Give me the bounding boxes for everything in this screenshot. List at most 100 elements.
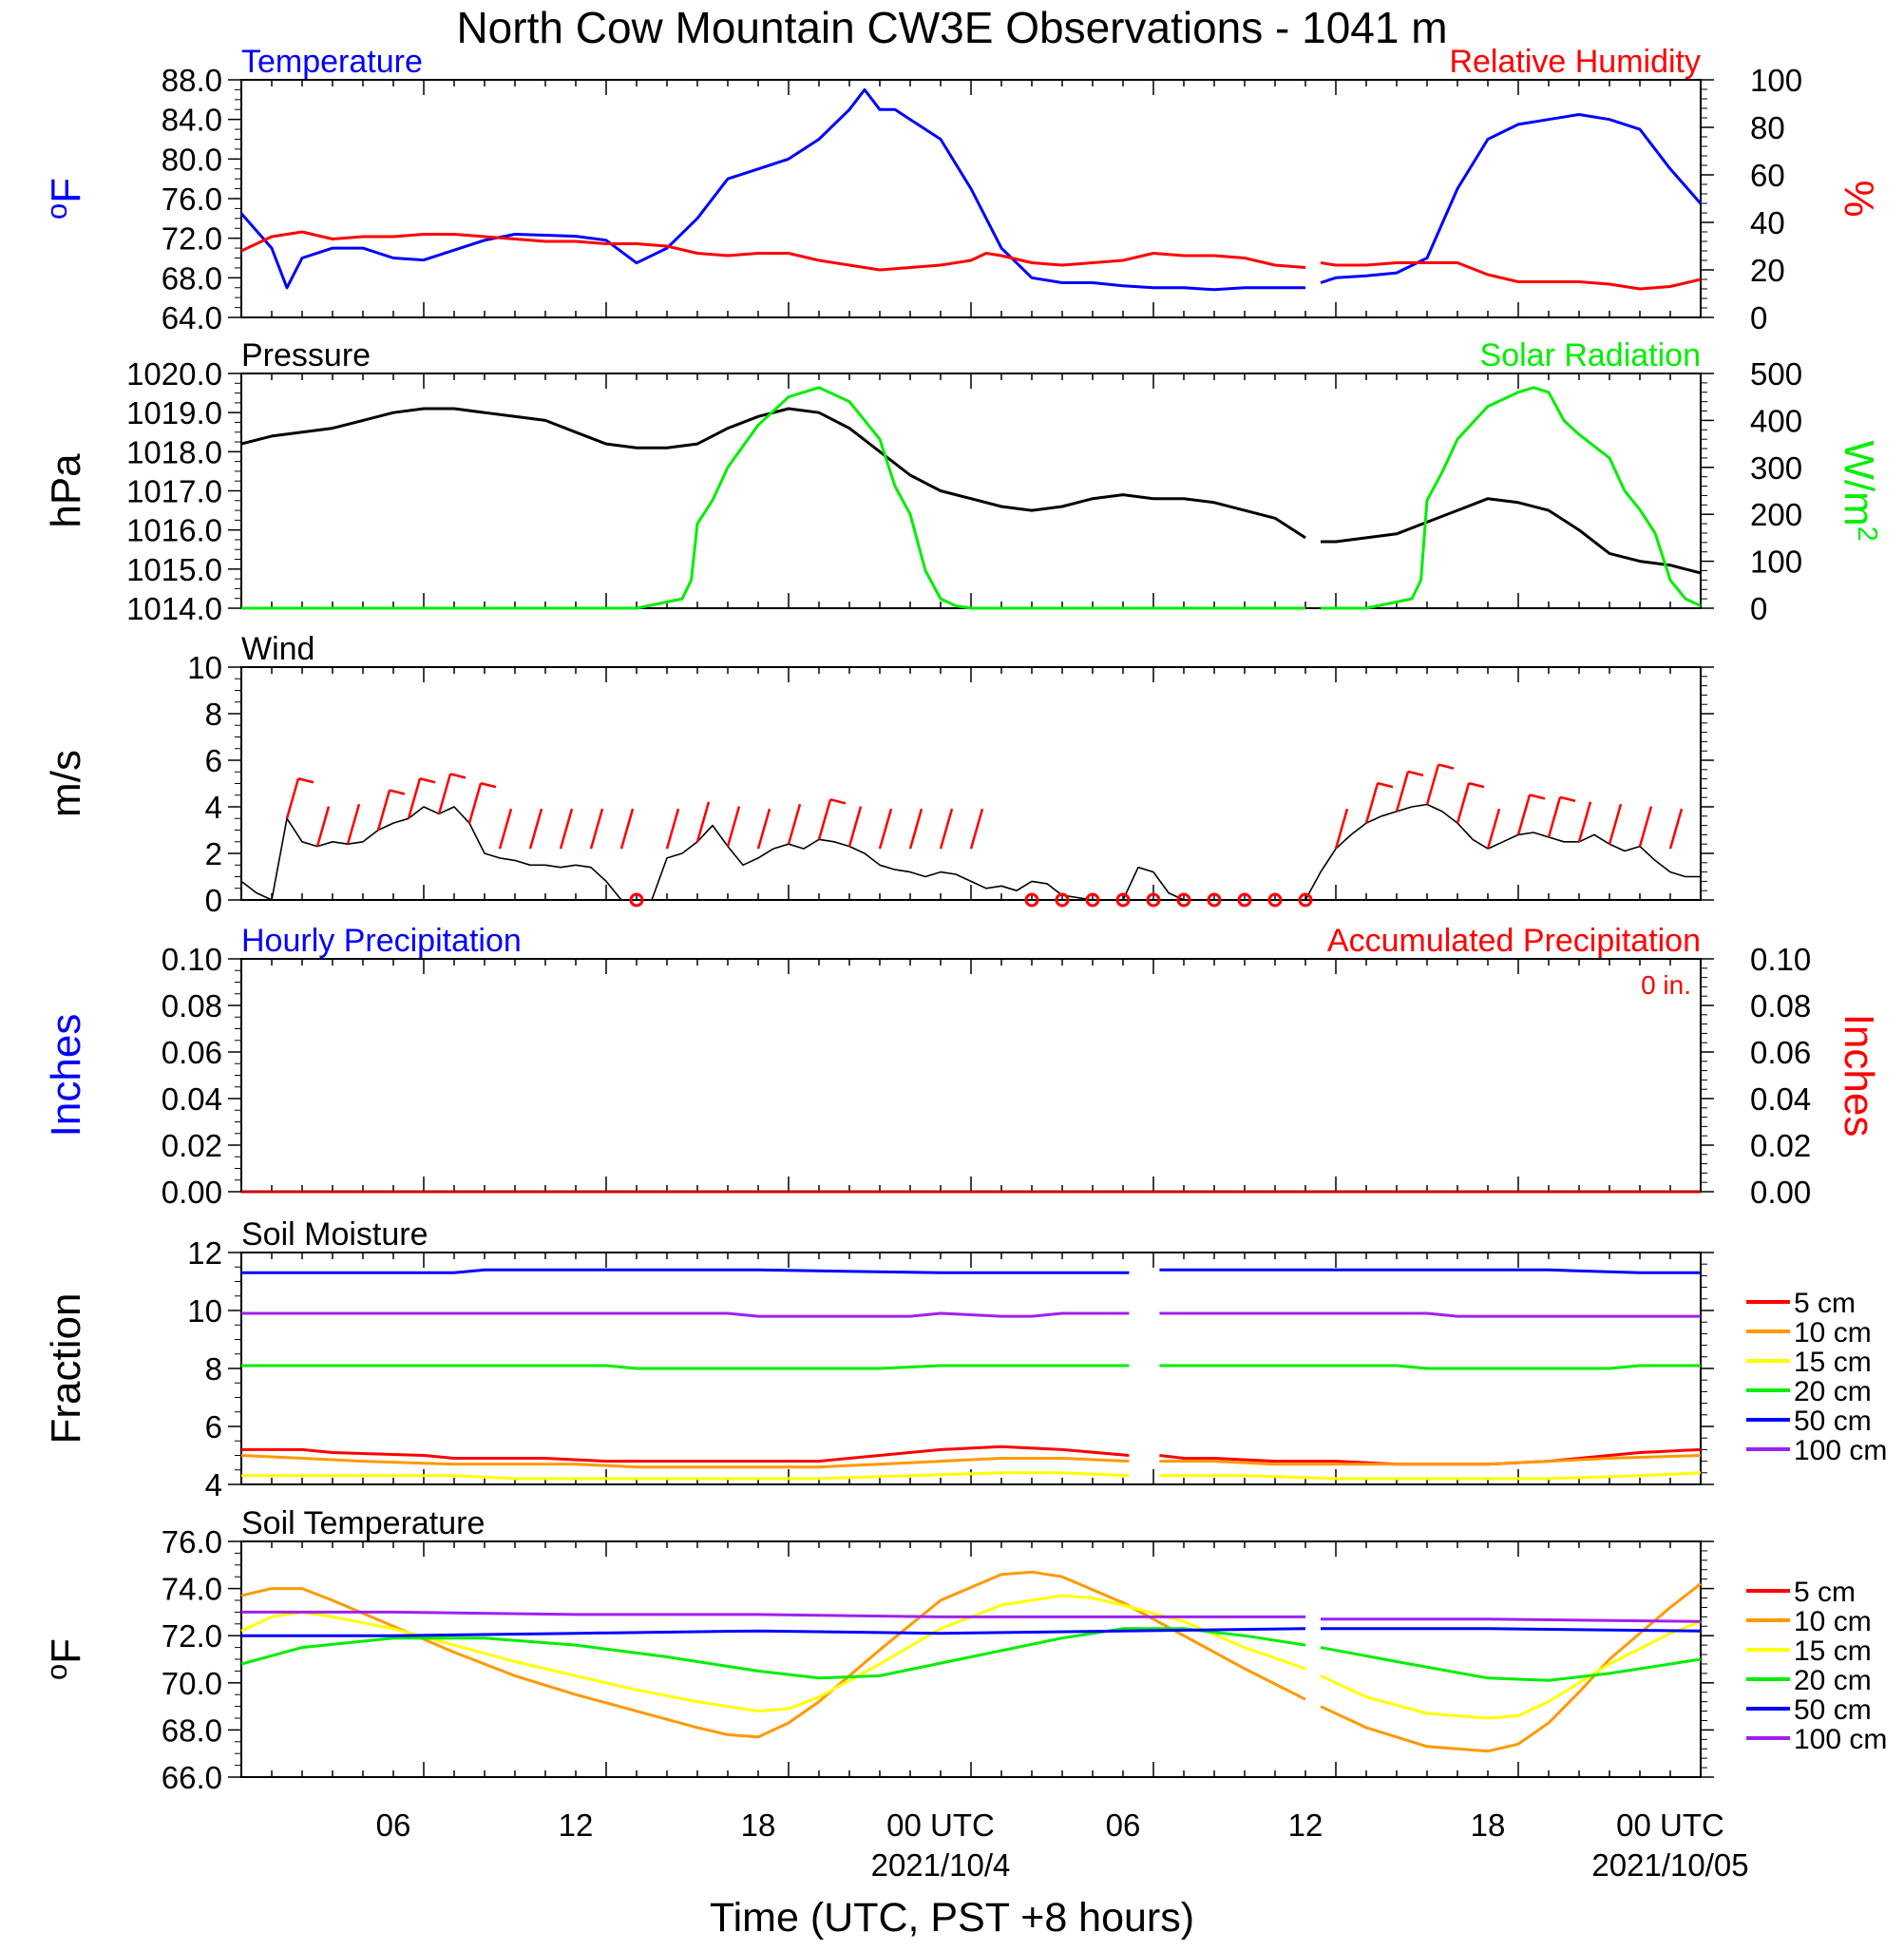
series-line [241, 1627, 1702, 1637]
x-tick-label: 12 [559, 1808, 594, 1843]
legend-label: 5 cm [1794, 1577, 1856, 1608]
wind-barb [695, 801, 711, 843]
wind-barb [1638, 806, 1653, 847]
y-tick-label: 12 [187, 1235, 222, 1271]
panel-annotation: 0 in. [1641, 970, 1691, 1000]
wind-barb [376, 790, 391, 831]
y-tick-label: 68.0 [162, 260, 222, 296]
y-tick-label-right: 20 [1750, 253, 1785, 288]
calm-marker [1055, 892, 1070, 908]
wind-barb [346, 803, 361, 845]
wind-barb-flag [829, 798, 847, 805]
panel-title-left: Temperature [241, 44, 423, 80]
series-line [239, 87, 1703, 292]
y-tick-label: 66.0 [162, 1760, 222, 1795]
x-date-label: 2021/10/05 [1591, 1847, 1748, 1883]
y-tick-label: 1019.0 [126, 395, 222, 430]
y-tick-label: 76.0 [162, 1524, 222, 1559]
y-tick-label: 1016.0 [126, 513, 222, 548]
y-tick-label: 76.0 [162, 182, 222, 217]
wind-barb [1395, 771, 1410, 813]
y-tick-label: 10 [187, 1293, 222, 1329]
wind-barb [1577, 801, 1592, 843]
x-tick-label: 18 [741, 1808, 776, 1843]
y-tick-label: 0.00 [162, 1175, 222, 1210]
calm-marker [1176, 892, 1191, 908]
calm-marker [1024, 892, 1039, 908]
x-tick-label: 18 [1471, 1808, 1506, 1843]
y-tick-label: 80.0 [162, 142, 222, 177]
panel-title-left: Pressure [241, 337, 371, 373]
panel-title-right: Accumulated Precipitation [1327, 923, 1701, 959]
legend-label: 5 cm [1794, 1288, 1856, 1319]
series-line [241, 1268, 1701, 1274]
panel-temperature-humidity: 88.0 84.0 80.0 76.0 72.068.0 64.0 100 80 60 40 20 0… [40, 44, 1882, 335]
wind-barb-flag [480, 781, 497, 789]
y-tick-label: 4 [205, 1467, 222, 1502]
series-line [240, 230, 1702, 291]
wind-barb [467, 782, 483, 824]
calm-marker [1237, 892, 1252, 908]
legend-label: 50 cm [1794, 1406, 1872, 1437]
y-tick-label: 2 [205, 836, 222, 871]
wind-barb-flag [449, 773, 466, 779]
calm-marker [1267, 892, 1283, 908]
y-tick-label-right: 300 [1750, 450, 1802, 486]
wind-barb [589, 808, 604, 850]
wind-barb [969, 808, 984, 850]
wind-barb-flag [1559, 795, 1576, 803]
y-tick-label-right: 100 [1750, 63, 1802, 98]
panel-title-right: Solar Radiation [1480, 337, 1701, 373]
panel-wind: 10 8 6 4 2 0 Wind m/s [43, 631, 1714, 918]
y-axis-title-left: oF [40, 1638, 89, 1680]
legend-label: 100 cm [1794, 1435, 1887, 1466]
y-tick-label: 72.0 [162, 221, 222, 257]
y-tick-label: 0.06 [162, 1035, 222, 1070]
y-tick-label: 74.0 [162, 1572, 222, 1607]
wind-barb-flag [1468, 781, 1485, 789]
wind-barb [1425, 764, 1440, 805]
calm-marker [1298, 892, 1313, 908]
calm-marker [1207, 892, 1222, 908]
wind-barb [1364, 782, 1380, 824]
plot-frame [240, 79, 1702, 318]
panels-group: 88.084.080.076.072.068.064.0100806040200… [40, 44, 1887, 1795]
calm-marker [1085, 892, 1100, 908]
wind-barb [498, 808, 513, 850]
legend-label: 20 cm [1794, 1665, 1872, 1696]
wind-barb-flag [1407, 770, 1424, 777]
series-line [240, 1454, 1702, 1469]
panel-precipitation: 0.10 0.08 0.06 0.04 0.02 0.00 0.10 0.08 0.06 0.04… [43, 923, 1882, 1210]
y-tick-label: 70.0 [162, 1666, 222, 1701]
panel-soil-temperature: 76.0 74.0 72.0 70.0 68.0 66.0 Soil Temperature… [40, 1505, 1887, 1795]
y-tick-label-right: 80 [1750, 110, 1785, 145]
wind-barb [437, 774, 452, 814]
legend-label: 15 cm [1794, 1635, 1872, 1667]
y-tick-label: 0.10 [162, 942, 222, 977]
wind-barb [665, 808, 680, 850]
wind-barb [1608, 803, 1623, 845]
y-tick-label: 4 [205, 790, 222, 825]
wind-barb [407, 777, 422, 819]
y-tick-label: 0.02 [162, 1128, 222, 1163]
y-tick-label-right: 0.00 [1750, 1175, 1811, 1210]
series-line [241, 1311, 1701, 1318]
wind-barb [315, 806, 331, 847]
panel-title-left: Hourly Precipitation [241, 923, 522, 959]
series-line [240, 407, 1702, 575]
series-line [240, 1627, 1702, 1682]
wind-barb [528, 808, 543, 850]
series-line [241, 1364, 1701, 1370]
y-tick-label: 8 [205, 697, 222, 732]
series-line [241, 1444, 1702, 1466]
x-axis-title: Time (UTC, PST +8 hours) [710, 1895, 1194, 1941]
y-tick-label: 1014.0 [126, 591, 222, 626]
y-tick-label-right: 500 [1750, 356, 1802, 392]
wind-barb [1668, 808, 1684, 850]
plot-frame [240, 958, 1702, 1193]
y-tick-label-right: 0 [1750, 300, 1767, 335]
y-tick-label: 88.0 [162, 63, 222, 98]
y-tick-label-right: 60 [1750, 158, 1785, 193]
y-tick-label: 8 [205, 1351, 222, 1387]
y-tick-label: 0.08 [162, 988, 222, 1023]
